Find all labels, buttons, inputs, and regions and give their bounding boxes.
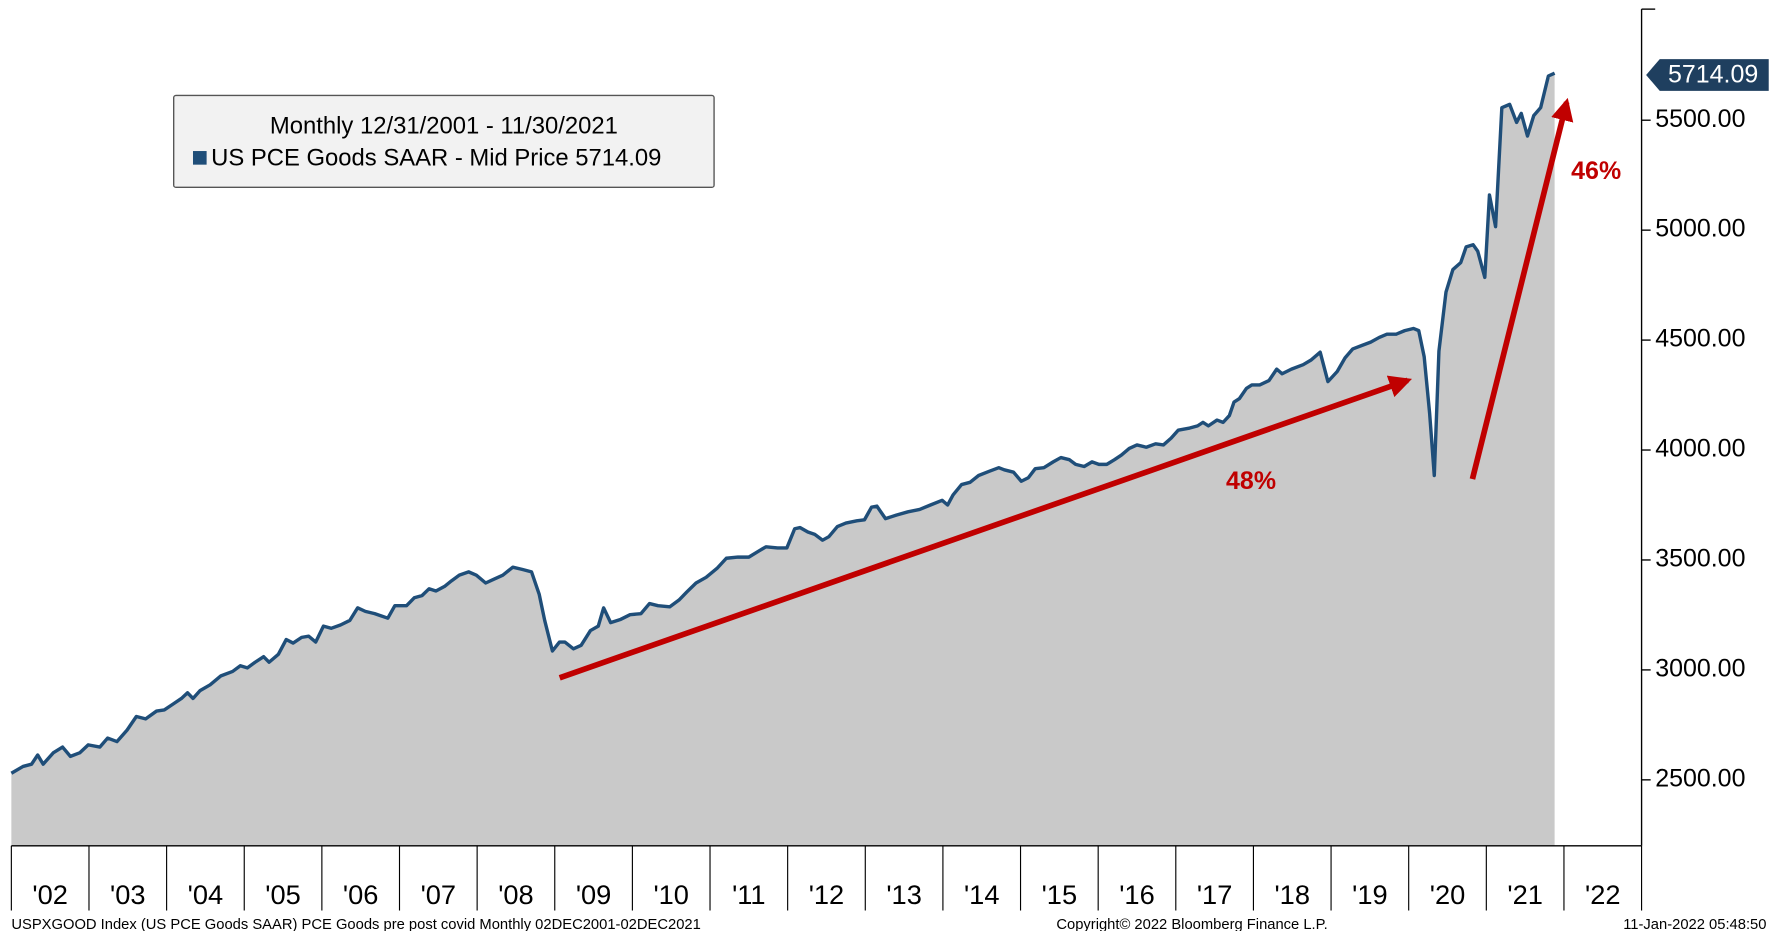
x-tick-label: '03 — [110, 879, 145, 910]
footer-center: Copyright© 2022 Bloomberg Finance L.P. — [1056, 917, 1327, 931]
last-value-tag: 5714.09 — [1646, 59, 1769, 91]
x-tick-label: '02 — [32, 879, 68, 910]
annotation: 46% — [1571, 157, 1621, 185]
legend-box — [173, 94, 715, 189]
x-tick-label: '20 — [1430, 879, 1466, 910]
plot-area: 2500.00 3000.00 3500.00 4000.00 4500.00 5000.… — [10, 8, 1745, 911]
legend-entry: US PCE Goods SAAR - Mid Price 5714.09 — [211, 144, 661, 171]
legend: Monthly 12/31/2001 - 11/30/2021 US PCE G… — [173, 94, 715, 189]
x-tick-label: '12 — [809, 879, 844, 910]
x-tick-label: '15 — [1042, 879, 1078, 910]
x-tick-label: '08 — [498, 879, 534, 910]
x-tick-label: '09 — [576, 879, 611, 910]
x-tick-label: '16 — [1119, 879, 1155, 910]
y-tick-label: 3000.00 — [1655, 654, 1745, 682]
x-tick-label: '10 — [653, 879, 688, 910]
x-tick-label: '17 — [1197, 879, 1233, 910]
x-tick-label: '04 — [188, 879, 224, 910]
y-tick-label: 4500.00 — [1655, 325, 1745, 353]
legend-swatch — [192, 151, 207, 165]
line — [10, 71, 1556, 775]
y-tick-label: 5500.00 — [1655, 105, 1745, 133]
x-tick-label: '14 — [964, 879, 999, 910]
footer-right: 11-Jan-2022 05:48:50 — [1623, 917, 1766, 931]
x-tick-label: '21 — [1507, 879, 1543, 910]
area — [11, 73, 1555, 846]
x-tick-label: '22 — [1585, 879, 1621, 910]
x-tick-label: '19 — [1352, 879, 1388, 910]
x-tick-label: '11 — [732, 879, 765, 910]
y-tick-label: 5000.00 — [1655, 215, 1745, 243]
tag-box — [1646, 59, 1769, 91]
annotation: 48% — [1226, 467, 1276, 495]
y-tick-label: 4000.00 — [1655, 435, 1745, 463]
y-tick-label: 3500.00 — [1655, 545, 1745, 573]
y-tick-label: 2500.00 — [1655, 764, 1745, 792]
x-tick-label: '05 — [265, 879, 301, 910]
footer-left: USPXGOOD Index (US PCE Goods SAAR) PCE G… — [11, 917, 700, 931]
x-tick-label: '06 — [343, 879, 379, 910]
x-tick-label: '18 — [1274, 879, 1310, 910]
arrow — [558, 375, 1413, 681]
last-value-label: 5714.09 — [1668, 61, 1758, 89]
x-tick-label: '07 — [421, 879, 457, 910]
arrow — [1469, 97, 1574, 480]
legend-title: Monthly 12/31/2001 - 11/30/2021 — [270, 112, 618, 139]
x-tick-label: '13 — [886, 879, 921, 910]
